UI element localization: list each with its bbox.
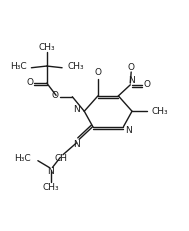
Text: CH: CH — [55, 154, 68, 163]
Text: O: O — [128, 63, 135, 72]
Text: H₃C: H₃C — [10, 62, 26, 71]
Text: O: O — [94, 68, 101, 77]
Text: CH₃: CH₃ — [38, 43, 55, 52]
Text: N: N — [73, 105, 80, 114]
Text: N: N — [73, 140, 79, 149]
Text: O: O — [144, 80, 151, 89]
Text: N: N — [125, 126, 132, 135]
Text: N: N — [128, 76, 135, 85]
Text: O: O — [26, 78, 33, 87]
Text: N: N — [47, 167, 53, 176]
Text: CH₃: CH₃ — [43, 183, 59, 192]
Text: H₃C: H₃C — [14, 155, 31, 164]
Text: CH₃: CH₃ — [152, 107, 169, 116]
Text: O: O — [52, 91, 59, 100]
Text: CH₃: CH₃ — [67, 62, 84, 71]
